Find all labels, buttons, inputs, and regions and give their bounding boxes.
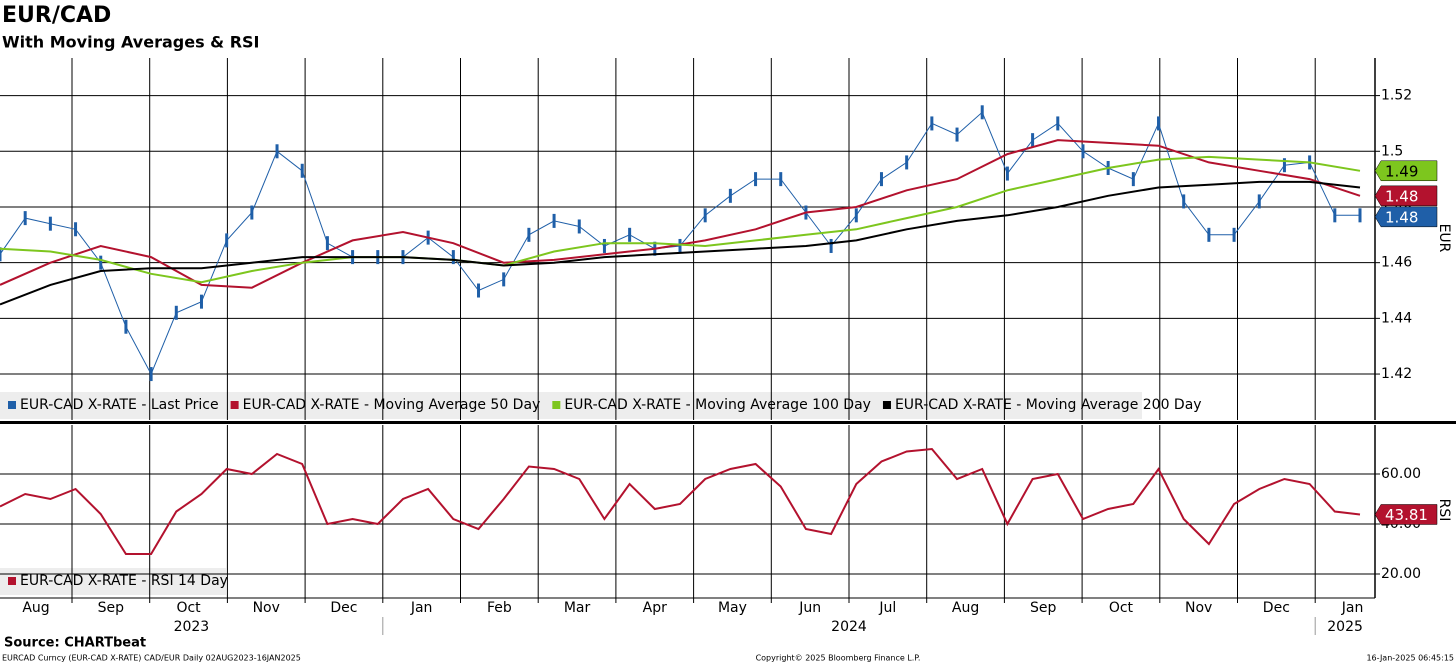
- legend-background: [0, 568, 226, 595]
- series-line: [0, 447, 1361, 555]
- y-tick-label: 1.42: [1381, 366, 1412, 382]
- y-tick-label: 1.44: [1381, 310, 1412, 326]
- footer-timestamp: 16-Jan-2025 06:45:15: [1366, 654, 1454, 663]
- x-tick-label: Dec: [330, 600, 357, 616]
- end-badge: [1374, 504, 1438, 525]
- end-badge: [1374, 185, 1438, 207]
- legend-swatch: [552, 401, 561, 409]
- end-badge: [1374, 160, 1438, 182]
- y-axis-label: RSI: [1436, 499, 1452, 522]
- legend-swatch: [8, 577, 16, 585]
- series-line: [0, 139, 1361, 289]
- y-tick-label: 60.00: [1381, 466, 1421, 482]
- legend-swatch: [230, 401, 239, 409]
- x-tick-label: Sep: [1030, 600, 1057, 616]
- legend-swatch: [882, 401, 891, 409]
- x-tick-label: Nov: [1185, 600, 1212, 616]
- series-line: [0, 111, 1360, 376]
- legend-swatch: [8, 401, 16, 409]
- end-badge-label: 1.48: [1385, 187, 1418, 205]
- y-tick-label: 20.00: [1381, 566, 1421, 582]
- x-tick-label: Apr: [643, 600, 667, 616]
- x-tick-label: Jun: [798, 600, 821, 616]
- legend-label: EUR-CAD X-RATE - Moving Average 100 Day: [564, 397, 871, 413]
- x-tick-label: Jan: [1341, 600, 1364, 616]
- footer-info: EURCAD Curncy (EUR-CAD X-RATE) CAD/EUR D…: [2, 654, 301, 663]
- source: Source: CHARTbeat: [4, 636, 146, 651]
- series-line: [0, 155, 1361, 284]
- year-label: 2023: [174, 619, 210, 635]
- x-tick-label: Sep: [98, 600, 125, 616]
- series-line: [0, 180, 1361, 306]
- x-tick-label: Dec: [1263, 600, 1290, 616]
- chart-subtitle: With Moving Averages & RSI: [2, 33, 259, 52]
- end-badge: [1374, 206, 1438, 228]
- year-label: 2025: [1327, 619, 1363, 635]
- end-badge-label: 1.49: [1385, 162, 1418, 180]
- y-tick-label: 1.52: [1381, 88, 1412, 104]
- x-tick-label: Mar: [564, 600, 591, 616]
- y-tick-label: 1.46: [1381, 255, 1412, 271]
- end-badge-label: 1.48: [1385, 208, 1418, 226]
- y-axis-label: EUR: [1436, 224, 1452, 253]
- x-tick-label: Aug: [952, 600, 979, 616]
- x-tick-label: Aug: [22, 600, 49, 616]
- year-label: 2024: [831, 619, 867, 635]
- legend-label: EUR-CAD X-RATE - Moving Average 50 Day: [243, 397, 541, 413]
- x-tick-label: May: [718, 600, 747, 616]
- x-tick-label: Feb: [487, 600, 512, 616]
- x-tick-label: Nov: [253, 600, 280, 616]
- x-tick-label: Oct: [1109, 600, 1134, 616]
- x-tick-label: Jul: [878, 600, 896, 616]
- footer-copyright: Copyright© 2025 Bloomberg Finance L.P.: [756, 654, 921, 663]
- y-tick-label: 1.5: [1381, 143, 1403, 159]
- legend-background: [0, 392, 1142, 419]
- price-bar: [0, 247, 2, 262]
- legend-label: EUR-CAD X-RATE - Moving Average 200 Day: [895, 397, 1202, 413]
- legend-label: EUR-CAD X-RATE - Last Price: [20, 397, 219, 413]
- x-tick-label: Jan: [410, 600, 433, 616]
- end-badge-label: 43.81: [1385, 506, 1428, 524]
- x-tick-label: Oct: [176, 600, 201, 616]
- chart-title: EUR/CAD: [2, 3, 111, 28]
- legend-label: EUR-CAD X-RATE - RSI 14 Day: [20, 573, 228, 589]
